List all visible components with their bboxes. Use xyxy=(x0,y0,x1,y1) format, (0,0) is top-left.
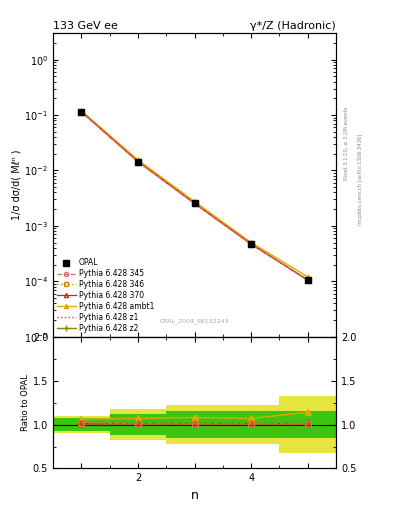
Text: γ*/Z (Hadronic): γ*/Z (Hadronic) xyxy=(250,21,336,31)
Text: OPAL_2004_S6132243: OPAL_2004_S6132243 xyxy=(160,319,230,325)
Legend: OPAL, Pythia 6.428 345, Pythia 6.428 346, Pythia 6.428 370, Pythia 6.428 ambt1, : OPAL, Pythia 6.428 345, Pythia 6.428 346… xyxy=(55,257,156,334)
Y-axis label: 1/σ dσ/d( Mℓⁿ ): 1/σ dσ/d( Mℓⁿ ) xyxy=(11,150,21,220)
Text: Rivet 3.1.10, ≥ 3.2M events: Rivet 3.1.10, ≥ 3.2M events xyxy=(344,106,349,180)
Text: mcplots.cern.ch [arXiv:1306.3436]: mcplots.cern.ch [arXiv:1306.3436] xyxy=(358,134,363,225)
X-axis label: n: n xyxy=(191,489,198,502)
Y-axis label: Ratio to OPAL: Ratio to OPAL xyxy=(21,374,30,431)
Text: 133 GeV ee: 133 GeV ee xyxy=(53,21,118,31)
